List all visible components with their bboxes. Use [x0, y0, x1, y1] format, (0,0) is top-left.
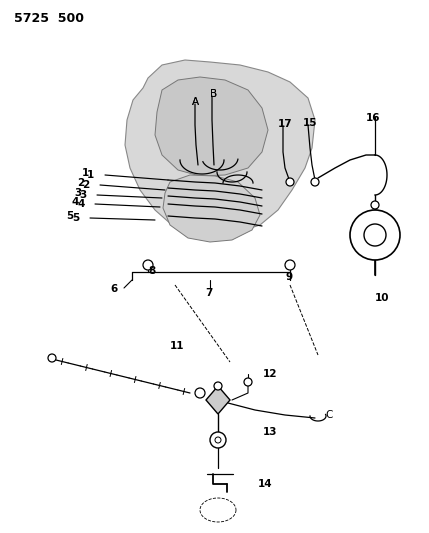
Circle shape: [285, 260, 295, 270]
Circle shape: [214, 382, 222, 390]
Circle shape: [210, 432, 226, 448]
Text: 2: 2: [82, 180, 89, 190]
Circle shape: [143, 260, 153, 270]
Circle shape: [286, 178, 294, 186]
Text: 7: 7: [205, 288, 212, 298]
Text: 3: 3: [74, 188, 81, 198]
Text: 5: 5: [66, 211, 73, 221]
Circle shape: [311, 178, 319, 186]
Text: 5: 5: [72, 213, 79, 223]
Text: A: A: [192, 97, 199, 107]
Polygon shape: [155, 77, 268, 176]
Circle shape: [350, 210, 400, 260]
Text: 16: 16: [366, 113, 381, 123]
Circle shape: [244, 378, 252, 386]
Text: 1: 1: [82, 168, 89, 178]
Text: 14: 14: [258, 479, 272, 489]
Text: 1: 1: [87, 170, 94, 180]
Text: 17: 17: [278, 119, 293, 129]
Text: 15: 15: [303, 118, 317, 128]
Text: 12: 12: [263, 369, 278, 379]
Polygon shape: [206, 386, 230, 414]
Circle shape: [195, 388, 205, 398]
Polygon shape: [125, 60, 315, 235]
Text: 6: 6: [110, 284, 117, 294]
Text: 4: 4: [71, 197, 79, 207]
Text: B: B: [210, 89, 217, 99]
Text: C: C: [325, 410, 332, 420]
Text: 2: 2: [77, 178, 84, 188]
Text: 13: 13: [263, 427, 278, 437]
Text: 5725  500: 5725 500: [14, 12, 84, 25]
Text: 11: 11: [170, 341, 184, 351]
Circle shape: [364, 224, 386, 246]
Text: 8: 8: [148, 266, 155, 276]
Circle shape: [371, 201, 379, 209]
Text: 3: 3: [79, 190, 86, 200]
Text: 10: 10: [375, 293, 390, 303]
Circle shape: [215, 437, 221, 443]
Text: B: B: [210, 89, 217, 99]
Circle shape: [48, 354, 56, 362]
Text: A: A: [192, 97, 199, 107]
Text: 4: 4: [77, 199, 85, 209]
Text: 9: 9: [285, 272, 292, 282]
Polygon shape: [163, 175, 260, 242]
